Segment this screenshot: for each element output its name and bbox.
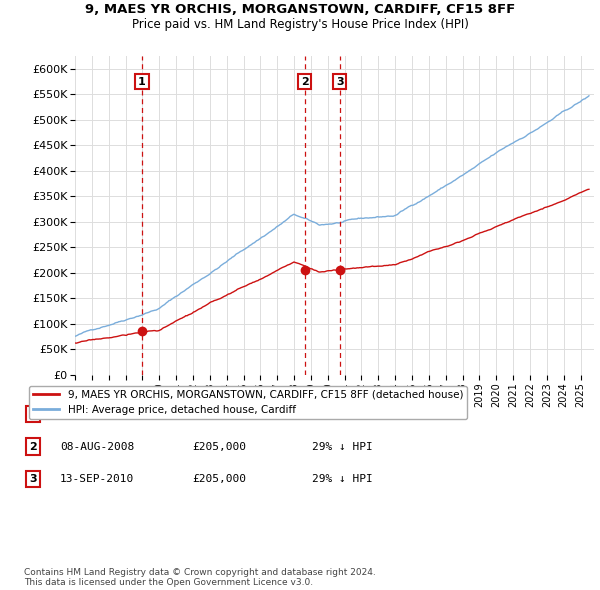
Text: £85,000: £85,000 (192, 409, 239, 419)
Text: 1: 1 (138, 77, 146, 87)
Text: £205,000: £205,000 (192, 474, 246, 484)
Text: 29% ↓ HPI: 29% ↓ HPI (312, 474, 373, 484)
Text: Contains HM Land Registry data © Crown copyright and database right 2024.: Contains HM Land Registry data © Crown c… (24, 568, 376, 577)
Text: 3: 3 (29, 474, 37, 484)
Text: £205,000: £205,000 (192, 441, 246, 451)
Legend: 9, MAES YR ORCHIS, MORGANSTOWN, CARDIFF, CF15 8FF (detached house), HPI: Average: 9, MAES YR ORCHIS, MORGANSTOWN, CARDIFF,… (29, 386, 467, 419)
Text: 23-DEC-1998: 23-DEC-1998 (60, 409, 134, 419)
Text: 29% ↓ HPI: 29% ↓ HPI (312, 441, 373, 451)
Text: This data is licensed under the Open Government Licence v3.0.: This data is licensed under the Open Gov… (24, 578, 313, 587)
Text: Price paid vs. HM Land Registry's House Price Index (HPI): Price paid vs. HM Land Registry's House … (131, 18, 469, 31)
Text: 1: 1 (29, 409, 37, 419)
Text: 2: 2 (301, 77, 308, 87)
Text: 2: 2 (29, 441, 37, 451)
Text: 25% ↓ HPI: 25% ↓ HPI (312, 409, 373, 419)
Text: 13-SEP-2010: 13-SEP-2010 (60, 474, 134, 484)
Text: 3: 3 (336, 77, 344, 87)
Text: 08-AUG-2008: 08-AUG-2008 (60, 441, 134, 451)
Text: 9, MAES YR ORCHIS, MORGANSTOWN, CARDIFF, CF15 8FF: 9, MAES YR ORCHIS, MORGANSTOWN, CARDIFF,… (85, 3, 515, 16)
